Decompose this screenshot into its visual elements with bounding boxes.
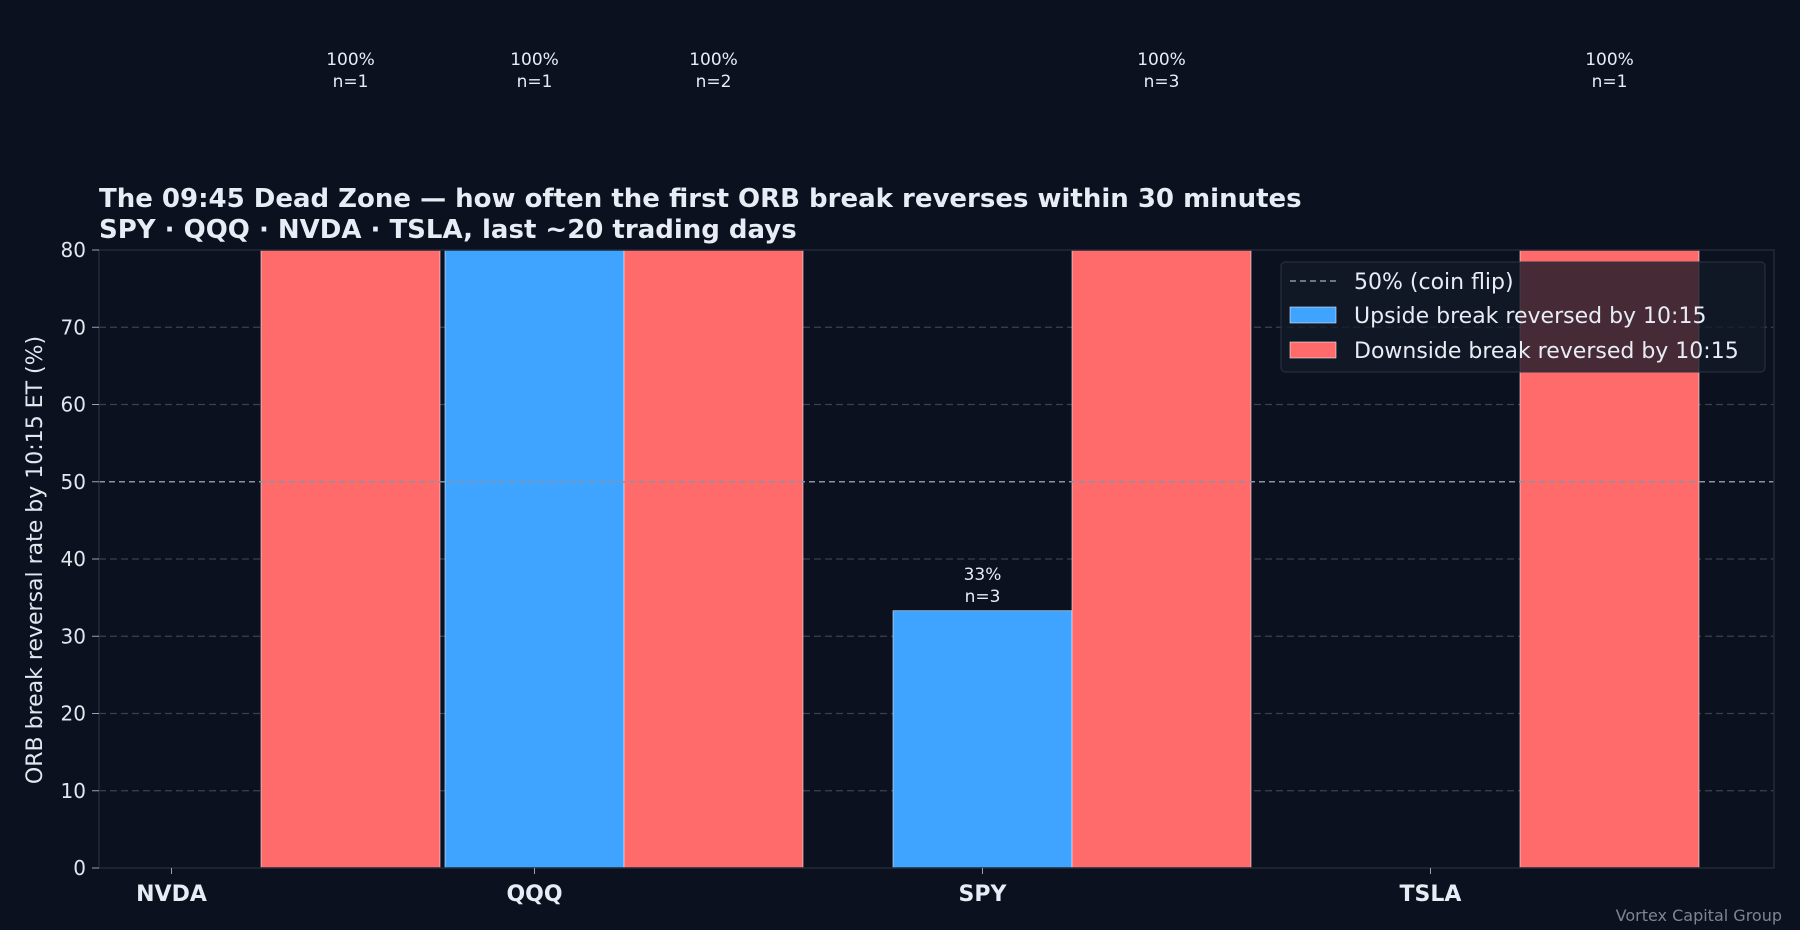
y-tick-label: 40 (61, 547, 86, 571)
data-labels-layer: 100% n=1 33% n=3 100% n=1 100% n=2 100% n=3 100% n=… (326, 50, 1634, 607)
legend: 50% (coin flip) Upside break reversed by … (1280, 261, 1766, 373)
y-tick-label: 20 (61, 702, 86, 726)
x-tick-label-qqq: QQQ (506, 882, 562, 907)
bar-qqq-downside (623, 249, 804, 869)
y-tick-label: 50 (61, 470, 86, 494)
data-label: 100% n=1 (510, 50, 559, 92)
bars-layer (260, 249, 1700, 869)
bar-nvda-downside (260, 249, 441, 869)
y-tick-label: 10 (61, 779, 86, 803)
x-tick-label-spy: SPY (959, 882, 1008, 907)
bar-spy-upside (892, 610, 1073, 869)
legend-label-downside: Downside break reversed by 10:15 (1354, 339, 1739, 364)
legend-swatch-upside (1289, 306, 1337, 324)
legend-label-upside: Upside break reversed by 10:15 (1354, 304, 1706, 329)
y-tick-label: 0 (73, 856, 86, 880)
x-axis-ticks: NVDA QQQ SPY TSLA (136, 868, 1461, 907)
y-axis-label: ORB break reversal rate by 10:15 ET (%) (23, 336, 48, 784)
chart-title-group: The 09:45 Dead Zone — how often the firs… (99, 184, 1302, 245)
data-label: 33% n=3 (964, 565, 1002, 607)
y-tick-label: 60 (61, 393, 86, 417)
bar-qqq-upside (444, 249, 625, 869)
chart-subtitle: SPY · QQQ · NVDA · TSLA, last ~20 tradin… (99, 215, 797, 245)
watermark: Vortex Capital Group (1616, 906, 1782, 925)
data-label: 100% n=2 (689, 50, 738, 92)
legend-swatch-downside (1289, 341, 1337, 359)
x-tick-label-nvda: NVDA (136, 882, 207, 907)
legend-label-reference: 50% (coin flip) (1354, 270, 1514, 295)
y-axis-ticks: 0 10 20 30 40 50 60 70 80 (61, 238, 99, 880)
data-label: 100% n=1 (1585, 50, 1634, 92)
chart-title: The 09:45 Dead Zone — how often the firs… (99, 184, 1302, 214)
data-label: 100% n=1 (326, 50, 375, 92)
legend-box (1280, 261, 1766, 373)
bar-spy-downside (1071, 249, 1252, 869)
y-tick-label: 80 (61, 238, 86, 262)
y-tick-label: 30 (61, 624, 86, 648)
y-tick-label: 70 (61, 315, 86, 339)
x-tick-label-tsla: TSLA (1400, 882, 1462, 907)
data-label: 100% n=3 (1137, 50, 1186, 92)
